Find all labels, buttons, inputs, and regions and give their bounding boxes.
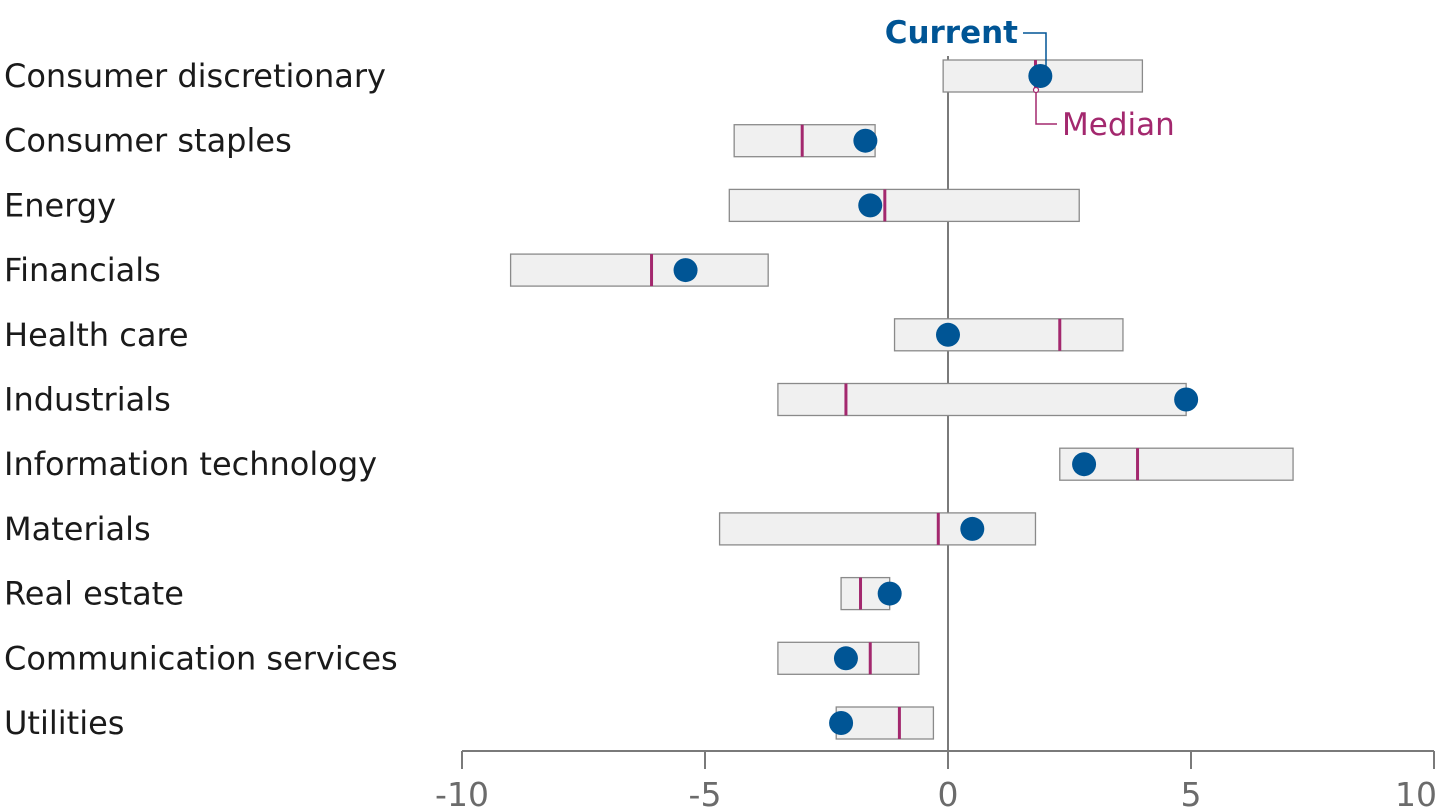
- range-bar-materials: [718, 512, 1037, 546]
- category-label-consumer-staples: Consumer staples: [4, 122, 292, 160]
- category-label-energy: Energy: [4, 186, 116, 224]
- category-label-information-technology: Information technology: [4, 445, 377, 483]
- legend-current-label: Current: [885, 15, 1018, 51]
- category-label-health-care: Health care: [4, 316, 189, 354]
- category-label-financials: Financials: [4, 251, 161, 289]
- x-tick-label-3: 5: [1181, 775, 1202, 810]
- current-dot-information-technology: [1072, 452, 1097, 477]
- range-bar-financials: [509, 253, 769, 287]
- current-dots-layer: [673, 64, 1199, 735]
- current-dot-utilities: [829, 711, 854, 735]
- category-label-materials: Materials: [4, 510, 151, 548]
- legend: Current Median: [885, 15, 1175, 143]
- current-dot-communication-services: [833, 646, 858, 671]
- current-dot-real-estate: [877, 581, 902, 606]
- x-axis: -10 -5 0 5 10: [435, 750, 1437, 810]
- current-dot-consumer-staples: [853, 128, 878, 153]
- category-label-real-estate: Real estate: [4, 575, 184, 613]
- legend-median-node: [1032, 86, 1040, 94]
- category-label-communication-services: Communication services: [4, 639, 398, 677]
- current-dot-materials: [960, 516, 985, 541]
- range-bar-industrials: [777, 382, 1187, 417]
- range-bar-information-technology: [1059, 447, 1294, 481]
- current-dot-health-care: [936, 322, 960, 347]
- category-label-consumer-discretionary: Consumer discretionary: [4, 57, 386, 95]
- category-label-industrials: Industrials: [4, 381, 171, 419]
- range-bar-health-care: [893, 318, 1124, 352]
- legend-median-label: Median: [1062, 107, 1175, 143]
- category-labels-layer: Consumer discretionary Consumer staples En…: [4, 57, 398, 742]
- range-bar-consumer-staples: [733, 124, 876, 158]
- category-label-utilities: Utilities: [4, 704, 124, 742]
- current-dot-energy: [858, 193, 883, 218]
- legend-current-leader: [1023, 32, 1047, 66]
- current-dot-financials: [673, 258, 698, 283]
- range-bar-energy: [728, 188, 1080, 223]
- legend-median-leader: [1035, 89, 1057, 125]
- current-dot-consumer-discretionary: [1028, 64, 1053, 88]
- x-tick-label-2: 0: [938, 775, 959, 810]
- x-tick-label-0: -10: [435, 775, 489, 810]
- x-tick-label-4: 10: [1395, 775, 1437, 810]
- current-dot-industrials: [1174, 387, 1199, 412]
- x-tick-label-1: -5: [689, 775, 722, 810]
